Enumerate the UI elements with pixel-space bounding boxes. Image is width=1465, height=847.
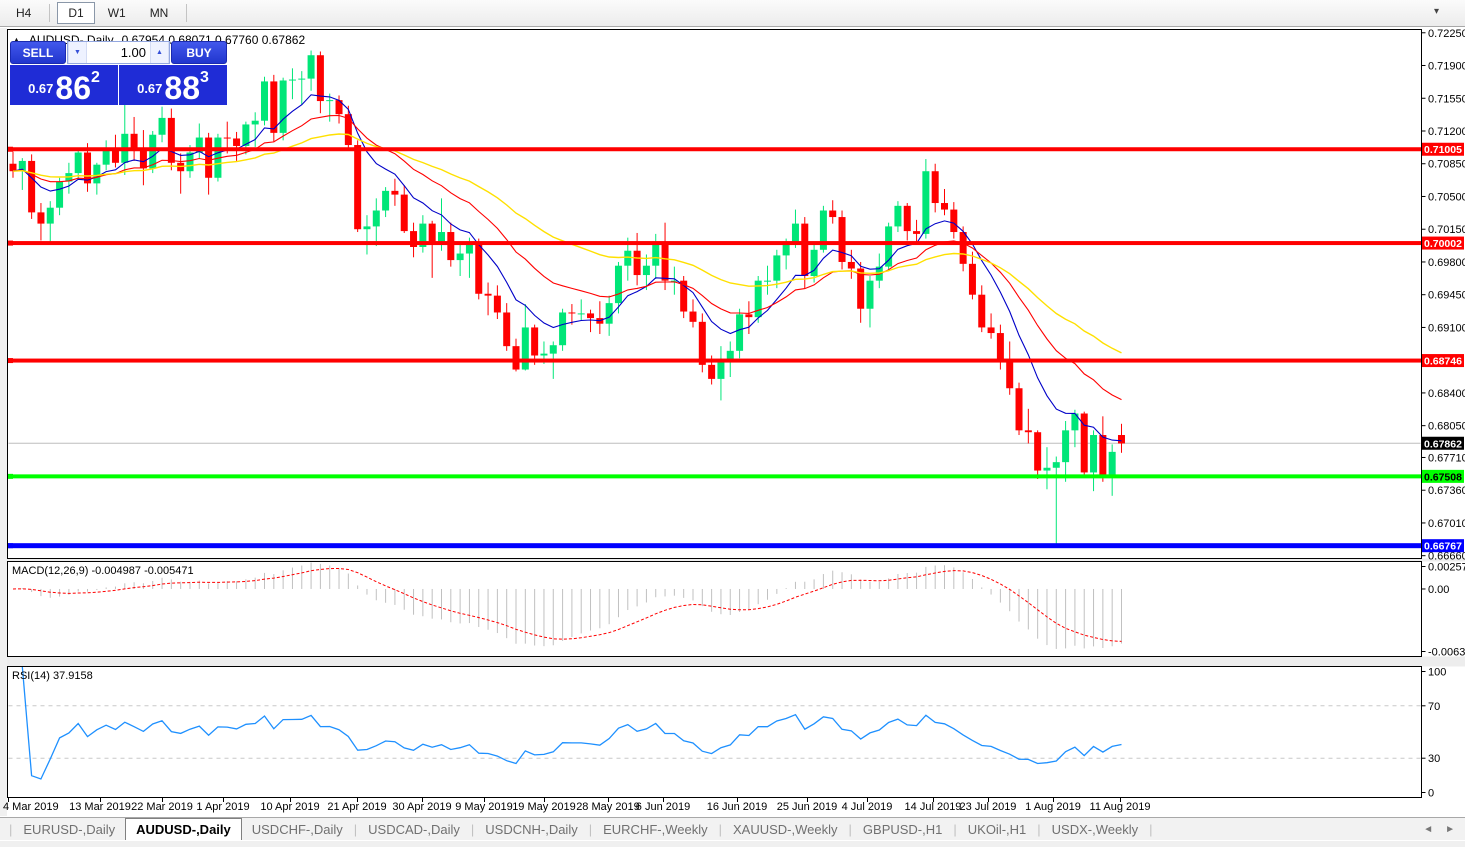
- svg-text:0.002574: 0.002574: [1428, 562, 1465, 574]
- svg-text:0.71900: 0.71900: [1428, 61, 1465, 73]
- chart-tab-usdchf-daily[interactable]: USDCHF-,Daily: [242, 819, 353, 840]
- svg-text:4 Mar 2019: 4 Mar 2019: [3, 801, 59, 813]
- svg-text:23 Jul 2019: 23 Jul 2019: [960, 801, 1017, 813]
- svg-text:6 Jun 2019: 6 Jun 2019: [636, 801, 690, 813]
- timeframe-button-h4[interactable]: H4: [5, 2, 42, 24]
- svg-text:0.67010: 0.67010: [1428, 518, 1465, 530]
- macd-indicator-label: MACD(12,26,9) -0.004987 -0.005471: [12, 565, 194, 577]
- svg-text:21 Apr 2019: 21 Apr 2019: [327, 801, 386, 813]
- chart-tab-ukoil-h1[interactable]: UKOil-,H1: [958, 819, 1037, 840]
- toolbar-separator: [186, 4, 187, 22]
- sell-price-sup: 2: [91, 69, 100, 87]
- svg-text:16 Jun 2019: 16 Jun 2019: [707, 801, 768, 813]
- svg-text:100: 100: [1428, 667, 1446, 679]
- svg-text:11 Aug 2019: 11 Aug 2019: [1090, 801, 1151, 813]
- svg-text:0.67360: 0.67360: [1428, 485, 1465, 497]
- sell-price-prefix: 0.67: [28, 81, 53, 96]
- svg-text:0.71200: 0.71200: [1428, 126, 1465, 138]
- svg-text:14 Jul 2019: 14 Jul 2019: [905, 801, 962, 813]
- buy-price-sup: 3: [200, 69, 209, 87]
- chart-tab-usdx-weekly[interactable]: USDX-,Weekly: [1042, 819, 1148, 840]
- svg-text:30: 30: [1428, 753, 1440, 765]
- chart-tab-audusd-daily[interactable]: AUDUSD-,Daily: [125, 818, 242, 841]
- svg-text:-0.006326: -0.006326: [1428, 647, 1465, 659]
- volume-increase-button[interactable]: ▲: [150, 42, 169, 63]
- volume-stepper: ▼ ▲: [67, 41, 170, 64]
- chart-tab-usdcad-daily[interactable]: USDCAD-,Daily: [358, 819, 470, 840]
- svg-text:10 Apr 2019: 10 Apr 2019: [260, 801, 319, 813]
- tab-scroll-right-icon[interactable]: ►: [1445, 824, 1455, 835]
- tab-scroll-arrows: ◄ ►: [1423, 824, 1455, 835]
- svg-text:0.70002: 0.70002: [1424, 238, 1462, 250]
- svg-text:19 May 2019: 19 May 2019: [512, 801, 576, 813]
- svg-text:0.66767: 0.66767: [1424, 541, 1462, 553]
- volume-decrease-button[interactable]: ▼: [68, 42, 87, 63]
- svg-text:0: 0: [1428, 788, 1434, 800]
- rsi-panel: 100 70 30 0: [8, 667, 1447, 800]
- svg-text:0.72250: 0.72250: [1428, 28, 1465, 40]
- svg-text:0.69450: 0.69450: [1428, 290, 1465, 302]
- tab-separator: |: [1148, 822, 1153, 837]
- timeframe-button-d1[interactable]: D1: [57, 2, 94, 24]
- svg-text:0.70850: 0.70850: [1428, 159, 1465, 171]
- chart-tab-gbpusd-h1[interactable]: GBPUSD-,H1: [853, 819, 952, 840]
- svg-text:0.70150: 0.70150: [1428, 224, 1465, 236]
- svg-text:0.00: 0.00: [1428, 584, 1449, 596]
- main-price-panel: [8, 30, 1422, 559]
- sell-button[interactable]: SELL: [10, 41, 66, 64]
- svg-text:0.68400: 0.68400: [1428, 388, 1465, 400]
- svg-text:25 Jun 2019: 25 Jun 2019: [777, 801, 838, 813]
- svg-text:0.67710: 0.67710: [1428, 452, 1465, 464]
- svg-text:0.70500: 0.70500: [1428, 191, 1465, 203]
- svg-text:0.68746: 0.68746: [1424, 356, 1462, 368]
- buy-price-big: 88: [164, 75, 200, 102]
- toolbar-overflow-icon[interactable]: ▾: [1434, 6, 1439, 17]
- chart-tab-xauusd-weekly[interactable]: XAUUSD-,Weekly: [723, 819, 848, 840]
- svg-text:70: 70: [1428, 701, 1440, 713]
- svg-text:0.69100: 0.69100: [1428, 322, 1465, 334]
- buy-button[interactable]: BUY: [171, 41, 227, 64]
- svg-text:0.69800: 0.69800: [1428, 257, 1465, 269]
- svg-text:0.68050: 0.68050: [1428, 421, 1465, 433]
- svg-text:0.67862: 0.67862: [1424, 438, 1462, 450]
- macd-panel: 0.002574 0.00 -0.006326: [8, 562, 1465, 659]
- volume-input[interactable]: [87, 42, 150, 63]
- svg-text:28 May 2019: 28 May 2019: [576, 801, 640, 813]
- svg-text:0.71005: 0.71005: [1424, 144, 1462, 156]
- svg-text:1 Aug 2019: 1 Aug 2019: [1025, 801, 1081, 813]
- timeframe-button-w1[interactable]: W1: [97, 2, 137, 24]
- toolbar-separator: [49, 4, 50, 22]
- timeframe-button-mn[interactable]: MN: [139, 2, 180, 24]
- svg-text:13 Mar 2019: 13 Mar 2019: [69, 801, 131, 813]
- chart-tab-usdcnh-daily[interactable]: USDCNH-,Daily: [475, 819, 587, 840]
- svg-text:9 May 2019: 9 May 2019: [455, 801, 512, 813]
- chart-tab-eurusd-daily[interactable]: EURUSD-,Daily: [13, 819, 125, 840]
- tab-scroll-left-icon[interactable]: ◄: [1423, 824, 1433, 835]
- svg-text:0.71550: 0.71550: [1428, 93, 1465, 105]
- svg-text:22 Mar 2019: 22 Mar 2019: [131, 801, 193, 813]
- svg-text:1 Apr 2019: 1 Apr 2019: [196, 801, 249, 813]
- svg-text:0.67508: 0.67508: [1424, 471, 1462, 483]
- svg-text:4 Jul 2019: 4 Jul 2019: [842, 801, 893, 813]
- sell-price-big: 86: [55, 75, 91, 102]
- rsi-indicator-label: RSI(14) 37.9158: [12, 670, 93, 682]
- chart-tab-eurchf-weekly[interactable]: EURCHF-,Weekly: [593, 819, 718, 840]
- svg-text:30 Apr 2019: 30 Apr 2019: [392, 801, 451, 813]
- buy-price-prefix: 0.67: [137, 81, 162, 96]
